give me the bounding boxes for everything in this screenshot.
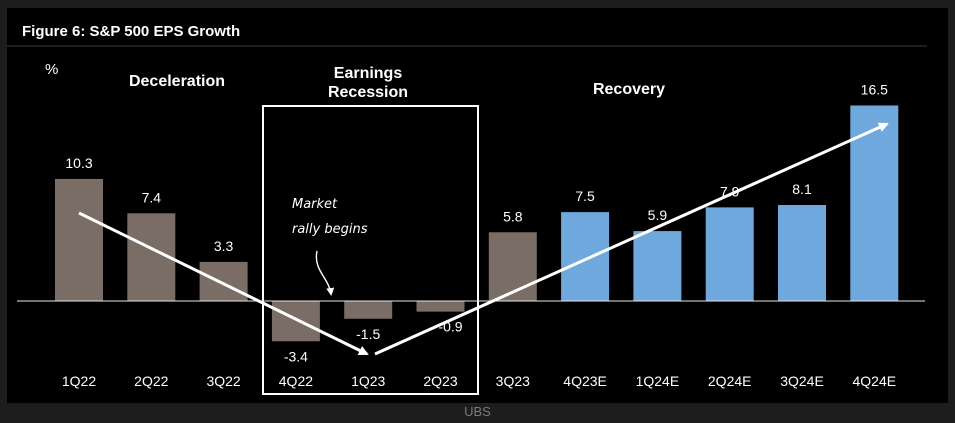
recovery-trend-arrow (374, 122, 889, 356)
bar-1q22 (55, 178, 103, 301)
value-label-4q24e: 16.5 (861, 81, 888, 97)
bar-3q22 (199, 261, 248, 301)
category-label-4q23e: 4Q23E (563, 373, 607, 389)
bar-3q23 (488, 232, 537, 301)
value-label-1q23: -1.5 (356, 326, 380, 342)
category-label-1q22: 1Q22 (62, 373, 96, 389)
annotation-pointer (315, 250, 335, 296)
chart-title: Figure 6: S&P 500 EPS Growth (22, 23, 240, 40)
phase-label-recovery: Recovery (593, 81, 665, 98)
value-label-3q23: 5.8 (503, 208, 523, 224)
value-label-1q24e: 5.9 (648, 207, 668, 223)
eps-growth-chart: Figure 6: S&P 500 EPS Growth % Decelerat… (7, 23, 927, 395)
phase-label-earnings-recession: Earnings Recession (328, 65, 408, 101)
category-label-3q24e: 3Q24E (780, 373, 824, 389)
value-label-3q24e: 8.1 (792, 181, 812, 197)
value-label-3q22: 3.3 (214, 238, 234, 254)
category-label-1q23: 1Q23 (351, 373, 385, 389)
category-label-1q24e: 1Q24E (636, 373, 680, 389)
value-label-2q22: 7.4 (142, 189, 162, 205)
bar-4q23e (561, 212, 610, 301)
bar-2q23 (416, 301, 465, 312)
chart-frame: Figure 6: S&P 500 EPS Growth % Decelerat… (7, 8, 948, 403)
deceleration-trend-arrow (78, 211, 369, 356)
market-rally-annotation: Market rally begins (292, 197, 368, 296)
annotation-text: Market rally begins (292, 197, 368, 237)
bar-1q24e (633, 231, 682, 301)
value-label-4q23e: 7.5 (575, 188, 595, 204)
earnings-recession-box (262, 105, 479, 395)
category-label-2q23: 2Q23 (423, 373, 457, 389)
source-credit: UBS (464, 404, 491, 419)
category-label-3q22: 3Q22 (206, 373, 240, 389)
phase-label-deceleration: Deceleration (129, 73, 225, 90)
value-label-4q22: -3.4 (284, 348, 308, 364)
bar-4q24e (850, 105, 899, 301)
bar-3q24e (778, 205, 826, 301)
bar-4q22 (271, 301, 320, 342)
bar-1q23 (344, 301, 393, 319)
category-label-2q24e: 2Q24E (708, 373, 752, 389)
category-label-3q23: 3Q23 (496, 373, 530, 389)
bar-2q24e (705, 207, 754, 301)
category-label-4q24e: 4Q24E (853, 373, 897, 389)
y-axis-unit: % (45, 61, 58, 78)
category-label-2q22: 2Q22 (134, 373, 168, 389)
category-label-4q22: 4Q22 (279, 373, 313, 389)
value-label-1q22: 10.3 (65, 155, 92, 171)
